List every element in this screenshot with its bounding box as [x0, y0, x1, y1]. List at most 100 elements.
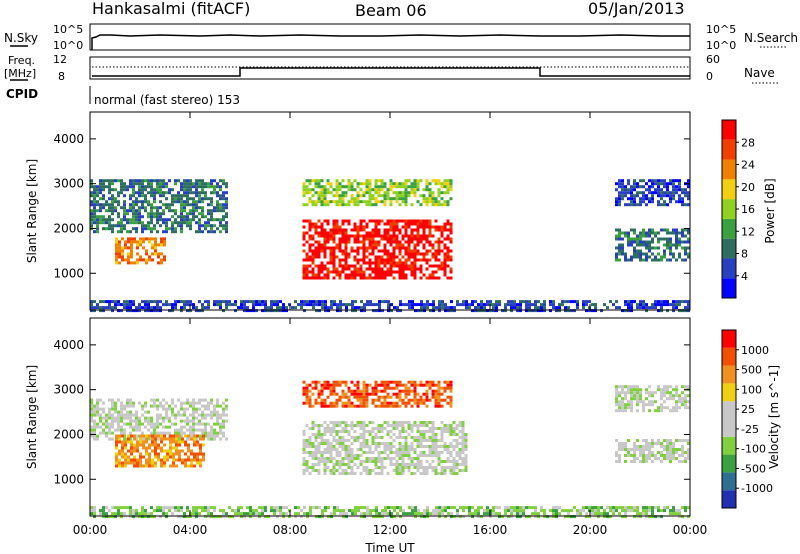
heatmap-cell	[341, 270, 345, 274]
heatmap-cell	[320, 246, 324, 250]
heatmap-cell	[207, 512, 210, 516]
heatmap-cell	[371, 219, 375, 223]
heatmap-cell	[311, 261, 315, 265]
heatmap-cell	[326, 191, 330, 195]
heatmap-cell	[353, 389, 357, 393]
heatmap-cell	[675, 457, 678, 460]
heatmap-cell	[498, 300, 501, 304]
heatmap-cell	[177, 515, 180, 519]
heatmap-cell	[437, 252, 441, 256]
heatmap-cell	[434, 240, 438, 244]
heatmap-cell	[111, 413, 114, 417]
heatmap-cell	[341, 264, 345, 268]
heatmap-cell	[458, 451, 462, 454]
heatmap-cell	[138, 512, 141, 516]
heatmap-cell	[317, 219, 321, 223]
heatmap-cell	[404, 249, 408, 253]
heatmap-cell	[564, 515, 567, 519]
heatmap-cell	[171, 303, 174, 307]
heatmap-cell	[416, 460, 420, 463]
heatmap-cell	[329, 185, 333, 189]
heatmap-cell	[411, 303, 414, 307]
heatmap-cell	[139, 452, 142, 456]
heatmap-cell	[102, 194, 105, 198]
heatmap-cell	[443, 448, 447, 451]
heatmap-cell	[669, 442, 672, 445]
heatmap-cell	[118, 458, 121, 462]
heatmap-cell	[642, 460, 645, 463]
heatmap-cell	[395, 386, 399, 390]
heatmap-cell	[183, 185, 186, 189]
heatmap-cell	[675, 512, 678, 516]
heatmap-cell	[678, 394, 681, 398]
heatmap-cell	[543, 309, 546, 313]
heatmap-cell	[513, 306, 516, 310]
heatmap-cell	[207, 300, 210, 304]
heatmap-cell	[314, 182, 318, 186]
heatmap-cell	[162, 512, 165, 516]
heatmap-cell	[341, 457, 345, 460]
heatmap-cell	[404, 225, 408, 229]
heatmap-cell	[144, 188, 147, 192]
heatmap-cell	[450, 300, 453, 304]
heatmap-cell	[162, 407, 165, 411]
heatmap-cell	[636, 448, 639, 451]
heatmap-cell	[492, 309, 495, 313]
heatmap-cell	[93, 194, 96, 198]
heatmap-cell	[425, 240, 429, 244]
heatmap-cell	[150, 404, 153, 408]
heatmap-cell	[428, 445, 432, 448]
heatmap-cell	[347, 234, 351, 238]
heatmap-cell	[353, 255, 357, 259]
heatmap-cell	[180, 209, 183, 213]
heatmap-cell	[180, 206, 183, 210]
heatmap-cell	[159, 206, 162, 210]
heatmap-cell	[276, 309, 279, 313]
heatmap-cell	[401, 448, 405, 451]
heatmap-cell	[630, 300, 633, 304]
heatmap-cell	[434, 448, 438, 451]
heatmap-cell	[630, 200, 633, 204]
heatmap-cell	[199, 446, 202, 450]
heatmap-cell	[377, 451, 381, 454]
heatmap-cell	[129, 422, 132, 426]
heatmap-cell	[392, 225, 396, 229]
heatmap-cell	[615, 306, 618, 310]
heatmap-cell	[407, 392, 411, 396]
heatmap-cell	[633, 179, 636, 183]
heatmap-cell	[666, 185, 669, 189]
heatmap-cell	[359, 433, 363, 436]
heatmap-cell	[183, 303, 186, 307]
heatmap-cell	[138, 212, 141, 216]
heatmap-cell	[431, 234, 435, 238]
heatmap-cell	[446, 200, 450, 204]
heatmap-cell	[309, 303, 312, 307]
heatmap-cell	[636, 512, 639, 516]
heatmap-cell	[199, 461, 202, 465]
heatmap-cell	[338, 261, 342, 265]
heatmap-cell	[187, 464, 190, 468]
heatmap-cell	[279, 506, 282, 510]
heatmap-cell	[443, 427, 447, 430]
nsky-tick-top: 10^5	[53, 23, 83, 36]
heatmap-cell	[663, 388, 666, 392]
heatmap-cell	[321, 300, 324, 304]
heatmap-cell	[347, 185, 351, 189]
heatmap-cell	[627, 234, 630, 238]
heatmap-cell	[147, 309, 150, 313]
heatmap-cell	[437, 188, 441, 192]
heatmap-cell	[446, 185, 450, 189]
heatmap-cell	[231, 509, 234, 513]
heatmap-cell	[129, 218, 132, 222]
heatmap-cell	[404, 442, 408, 445]
heatmap-cell	[139, 458, 142, 462]
heatmap-cell	[124, 458, 127, 462]
colorbar-swatch	[722, 258, 736, 279]
heatmap-cell	[630, 391, 633, 395]
heatmap-cell	[132, 206, 135, 210]
heatmap-cell	[383, 273, 387, 277]
heatmap-cell	[507, 303, 510, 307]
heatmap-cell	[555, 509, 558, 513]
heatmap-cell	[464, 466, 468, 469]
heatmap-cell	[416, 225, 420, 229]
